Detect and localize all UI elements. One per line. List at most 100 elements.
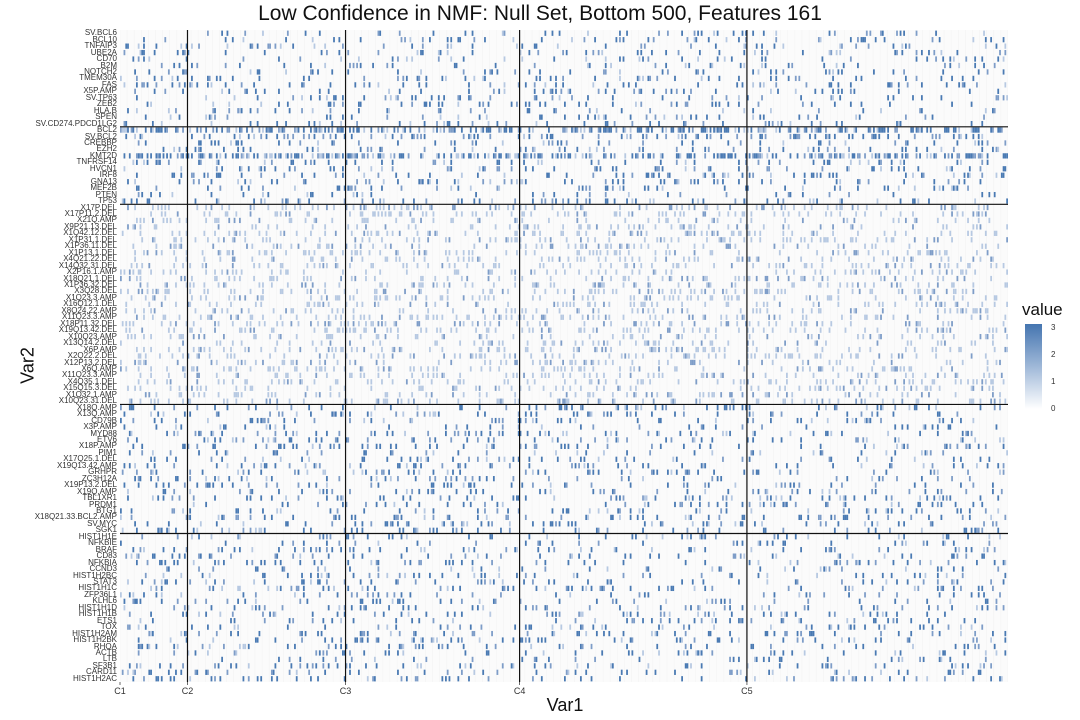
heatmap-cell	[349, 153, 351, 159]
row-label: HIST1H1E	[78, 531, 117, 541]
heatmap-cell	[732, 146, 735, 153]
heatmap-cell	[592, 295, 595, 301]
heatmap-cell	[205, 269, 208, 275]
heatmap-cell	[476, 411, 479, 417]
heatmap-cell	[968, 166, 971, 172]
heatmap-cell	[935, 250, 937, 256]
heatmap-cell	[489, 179, 492, 185]
heatmap-cell	[391, 353, 394, 359]
heatmap-cell	[615, 379, 618, 385]
heatmap-cell	[892, 314, 895, 320]
heatmap-cell	[217, 379, 220, 385]
heatmap-cell	[951, 185, 953, 191]
heatmap-cell	[679, 430, 682, 437]
heatmap-cell	[926, 250, 929, 256]
heatmap-cell	[981, 140, 984, 146]
heatmap-cell	[952, 127, 955, 133]
heatmap-cell	[375, 295, 378, 301]
heatmap-cell	[1002, 37, 1005, 43]
heatmap-cell	[857, 204, 859, 211]
heatmap-cell	[773, 314, 776, 320]
heatmap-cells	[120, 30, 1008, 682]
heatmap-cell	[192, 282, 195, 288]
heatmap-cell	[508, 153, 511, 159]
heatmap-cell	[871, 153, 874, 159]
heatmap-cell	[677, 295, 680, 301]
heatmap-cell	[498, 321, 501, 327]
heatmap-cell	[560, 417, 563, 424]
heatmap-cell	[178, 82, 181, 88]
heatmap-cell	[462, 392, 465, 398]
heatmap-cell	[835, 204, 838, 211]
heatmap-cell	[178, 346, 181, 353]
heatmap-cell	[604, 43, 607, 49]
heatmap-cell	[620, 133, 623, 140]
heatmap-cell	[185, 69, 188, 75]
heatmap-cell	[770, 88, 772, 94]
heatmap-cell	[857, 230, 859, 236]
heatmap-cell	[988, 327, 991, 333]
heatmap-cell	[977, 217, 980, 224]
heatmap-cell	[281, 321, 284, 327]
heatmap-cell	[604, 114, 607, 120]
heatmap-cell	[265, 250, 268, 256]
heatmap-cell	[137, 56, 140, 62]
heatmap-cell	[487, 153, 490, 159]
heatmap-cell	[956, 49, 959, 56]
heatmap-cell	[986, 140, 989, 146]
heatmap-cell	[482, 127, 485, 133]
heatmap-cell	[668, 250, 671, 256]
heatmap-cell	[954, 372, 957, 378]
heatmap-cell	[564, 179, 566, 185]
heatmap-cell	[134, 88, 136, 94]
heatmap-cell	[904, 43, 907, 49]
heatmap-cell	[386, 430, 389, 437]
heatmap-cell	[787, 224, 790, 230]
heatmap-cell	[516, 101, 518, 107]
heatmap-cell	[201, 263, 204, 269]
heatmap-cell	[203, 172, 206, 178]
heatmap-cell	[469, 366, 472, 372]
heatmap-cell	[269, 334, 271, 340]
heatmap-cell	[892, 191, 895, 198]
heatmap-cell	[237, 140, 239, 146]
heatmap-cell	[940, 204, 943, 211]
heatmap-cell	[409, 366, 412, 372]
heatmap-cell	[919, 153, 921, 159]
heatmap-cell	[269, 237, 271, 243]
heatmap-cell	[532, 166, 534, 172]
heatmap-cell	[835, 153, 838, 159]
heatmap-cell	[770, 417, 772, 424]
heatmap-cell	[752, 340, 755, 346]
heatmap-cell	[207, 237, 209, 243]
heatmap-cell	[192, 179, 195, 185]
heatmap-cell	[665, 127, 668, 133]
heatmap-cell	[642, 398, 644, 404]
heatmap-cell	[233, 353, 236, 359]
heatmap-cell	[363, 346, 366, 353]
heatmap-cell	[144, 127, 147, 133]
heatmap-cell	[166, 288, 168, 295]
heatmap-cell	[853, 250, 856, 256]
heatmap-cell	[324, 282, 327, 288]
heatmap-cell	[604, 198, 607, 204]
heatmap-cell	[560, 314, 563, 320]
heatmap-cell	[777, 275, 779, 282]
heatmap-cell	[915, 321, 918, 327]
heatmap-cell	[471, 282, 474, 288]
heatmap-cell	[723, 405, 726, 411]
heatmap-cell	[455, 250, 458, 256]
heatmap-cell	[821, 398, 824, 404]
heatmap-cell	[738, 95, 740, 101]
heatmap-cell	[901, 49, 904, 56]
heatmap-cell	[434, 411, 437, 417]
heatmap-cell	[478, 114, 481, 120]
heatmap-cell	[952, 288, 955, 295]
heatmap-cell	[315, 346, 318, 353]
heatmap-cell	[334, 153, 337, 159]
heatmap-cell	[716, 230, 719, 236]
heatmap-cell	[656, 430, 659, 437]
heatmap-cell	[833, 185, 836, 191]
heatmap-cell	[723, 295, 726, 301]
heatmap-cell	[407, 153, 410, 159]
